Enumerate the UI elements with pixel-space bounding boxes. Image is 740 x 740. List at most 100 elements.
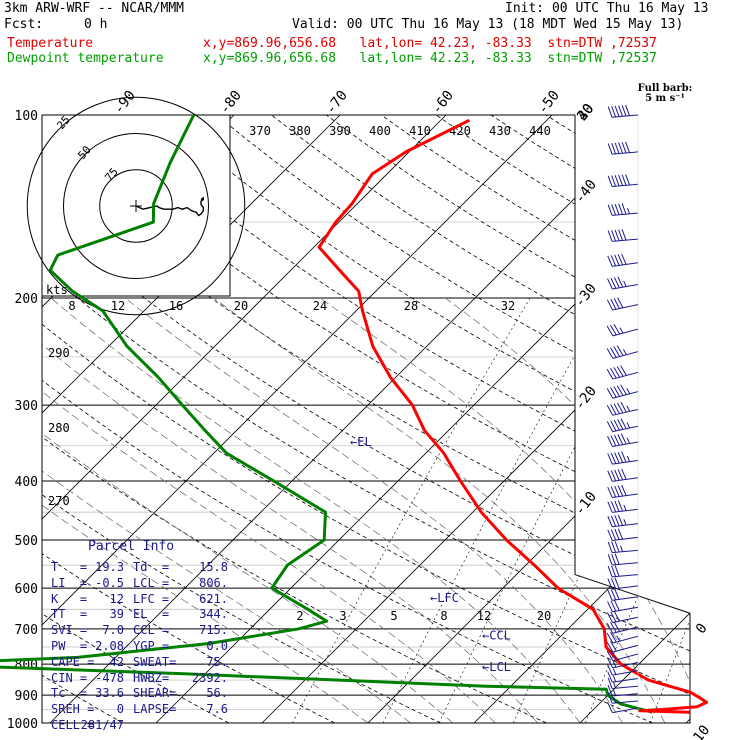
wind-barb-flag [614, 254, 620, 266]
wind-barb-flag [607, 470, 613, 482]
moist-adiabat [42, 297, 369, 723]
dewpoint-location: x,y=869.96,656.68 lat,lon= 42.23, -83.33… [203, 51, 657, 66]
temperature-location: x,y=869.96,656.68 lat,lon= 42.23, -83.33… [203, 36, 657, 51]
wind-barb-staff [612, 653, 639, 662]
wind-barb-flag [621, 451, 627, 463]
level-marker-lcl: ←LCL [482, 660, 511, 674]
wind-barb-flag [607, 565, 613, 578]
wind-barb-staff [612, 212, 639, 216]
wind-barb-flag [607, 601, 613, 612]
parcel-info-cell: 56. [206, 686, 228, 701]
wind-barb-flag [610, 631, 617, 643]
wind-barb-flag [613, 419, 620, 431]
wind-barb-staff [612, 549, 639, 554]
wind-barb-half [613, 682, 617, 689]
wind-barb-flag [607, 541, 613, 553]
wind-barb-flag [607, 143, 613, 155]
moist-adiabat [50, 297, 581, 723]
wind-barb-flag [621, 253, 627, 265]
wind-barb-half [626, 422, 631, 429]
mixing-ratio-line [382, 297, 608, 723]
wind-barb-flag [610, 589, 617, 601]
wind-barb-flag [614, 175, 620, 187]
parcel-info-cell: -0.5 [95, 575, 124, 590]
wind-barb-flag [607, 589, 613, 601]
wind-barb-staff [612, 596, 639, 601]
parcel-info-cell: 281/47 [80, 718, 124, 732]
wind-barb-staff [612, 262, 639, 267]
parcel-info-title: Parcel Info [88, 539, 175, 554]
wind-barb-flag [613, 386, 621, 397]
parcel-info-cell: HWBZ= [133, 670, 170, 685]
wind-barb-flag [606, 388, 614, 399]
mixing-ratio-low-label: 3 [339, 609, 346, 623]
wind-barb-staff [612, 441, 639, 448]
theta-label: 380 [289, 124, 311, 138]
mixing-ratio-label: 8 [68, 299, 75, 313]
wind-barb-staff [612, 459, 639, 465]
mixing-ratio-label: 32 [501, 299, 515, 313]
wind-barb-flag [620, 401, 627, 413]
pressure-label: 400 [15, 475, 38, 490]
moist-adiabat [708, 298, 740, 723]
wind-barb-flag [614, 588, 620, 600]
parcel-info-cell: K = [51, 591, 88, 606]
pressure-label: 200 [15, 292, 38, 307]
wind-barb-flag [606, 348, 614, 359]
isotherm-label: 0 [693, 621, 711, 637]
wind-barb-flag [613, 367, 621, 378]
wind-barb-staff [612, 670, 639, 676]
wind-barb-flag [611, 553, 617, 565]
wind-barb-flag [614, 229, 620, 241]
wind-barb-flag [613, 277, 620, 288]
wind-barb-flag [610, 277, 617, 289]
wind-barb-staff [612, 678, 639, 683]
wind-barb-flag [625, 141, 631, 153]
wind-barb-staff [612, 425, 639, 433]
wind-barb-flag [606, 299, 614, 311]
wind-barb-flag [620, 433, 627, 445]
wind-barb-staff [612, 661, 639, 669]
theta-label: 410 [409, 124, 431, 138]
wind-barb-flag [606, 612, 614, 623]
wind-barb-flag [607, 204, 613, 216]
parcel-info-cell: YGP = [133, 639, 170, 653]
moist-adiabat [42, 297, 454, 723]
dry-adiabat [42, 115, 547, 723]
parcel-info-cell: 344. [199, 607, 228, 622]
wind-barb-staff [612, 477, 639, 482]
wind-barb-staff [612, 391, 639, 399]
wind-barb-flag [621, 484, 627, 496]
dewpoint-curve [0, 114, 653, 714]
wind-barb-half [623, 504, 627, 511]
wind-barb-staff [612, 183, 639, 188]
wind-barb-flag [618, 142, 624, 154]
hodograph-ring [99, 169, 173, 243]
parcel-info-cell: SHEAR= [133, 686, 177, 701]
parcel-info-cell: Tc = [51, 686, 88, 701]
wind-barb-staff [612, 574, 639, 578]
wind-barb-staff [612, 493, 639, 499]
parcel-info-cell: CCL = [133, 623, 170, 638]
wind-barb-flag [614, 577, 620, 589]
wind-barb-flag [607, 554, 613, 566]
wind-barb-staff [612, 635, 639, 644]
wind-barb-flag [610, 577, 617, 589]
wind-barb-half [619, 327, 624, 334]
hodograph-ring [26, 96, 246, 316]
hodograph-units: kts [46, 283, 68, 297]
theta-label: 400 [369, 124, 391, 138]
wind-barb-flag [607, 106, 613, 118]
wind-barb-flag [606, 368, 614, 380]
hodograph [26, 96, 246, 316]
wind-barb-flag [607, 702, 613, 713]
isotherm-line [579, 115, 690, 723]
parcel-info-cell: 42 [109, 654, 124, 669]
wind-barb-flag [614, 565, 620, 577]
level-marker-el: ←EL [350, 435, 372, 449]
wind-barb-flag [607, 671, 613, 683]
wind-barb-staff [612, 707, 639, 714]
wind-barb-flag [610, 622, 617, 633]
wind-barb-half [612, 668, 617, 675]
wind-barb-flag [618, 229, 624, 241]
